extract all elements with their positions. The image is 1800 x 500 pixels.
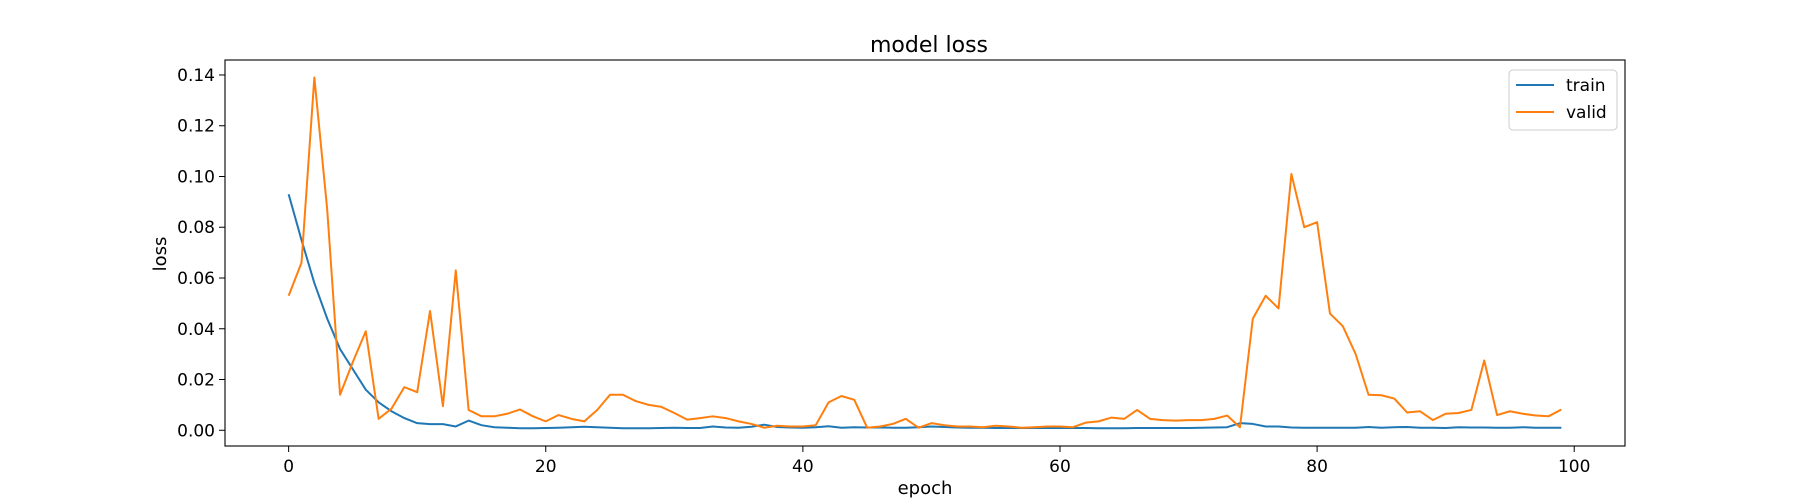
y-tick-label: 0.06 (177, 269, 215, 289)
x-tick-label: 0 (283, 457, 294, 477)
x-tick-label: 20 (535, 457, 557, 477)
x-tick-label: 100 (1558, 457, 1590, 477)
y-axis: 0.00 0.02 0.04 0.06 0.08 0.10 0.12 0.14 (177, 66, 225, 441)
series-line-valid (287, 76, 1562, 429)
x-axis: 0 20 40 60 80 100 (283, 446, 1590, 477)
y-tick-label: 0.00 (177, 421, 215, 441)
x-tick-label: 80 (1306, 457, 1328, 477)
y-tick-label: 0.14 (177, 66, 215, 86)
chart-title: model loss (870, 33, 988, 58)
series-line-train (287, 193, 1562, 430)
y-tick-label: 0.02 (177, 371, 215, 391)
legend-label-train: train (1566, 76, 1606, 96)
legend-label-valid: valid (1566, 103, 1607, 123)
y-tick-label: 0.12 (177, 117, 215, 137)
x-tick-label: 60 (1049, 457, 1071, 477)
y-tick-label: 0.08 (177, 218, 215, 238)
y-tick-label: 0.10 (177, 167, 215, 187)
plot-frame (224, 59, 1626, 447)
y-axis-label: loss (150, 237, 171, 272)
x-tick-label: 40 (792, 457, 814, 477)
y-tick-label: 0.04 (177, 320, 215, 340)
legend: train valid (1508, 69, 1618, 131)
plot-area (287, 76, 1562, 430)
x-axis-label: epoch (898, 478, 953, 499)
